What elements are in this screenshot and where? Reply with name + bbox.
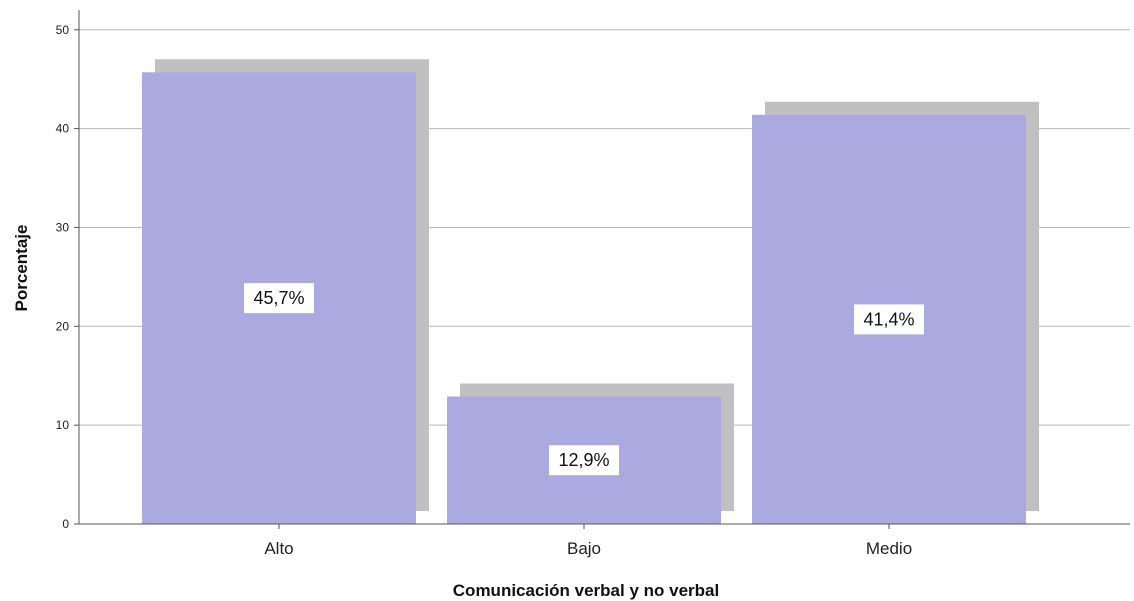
y-axis-title: Porcentaje xyxy=(12,225,31,312)
y-tick-label: 10 xyxy=(56,418,70,432)
x-axis-title: Comunicación verbal y no verbal xyxy=(453,581,719,600)
y-tick-label: 50 xyxy=(56,23,70,37)
x-category-label: Bajo xyxy=(567,539,601,558)
y-axis-ticks: 0 10 20 30 40 50 xyxy=(56,23,79,531)
y-tick-label: 0 xyxy=(62,517,69,531)
data-label: 41,4% xyxy=(863,309,914,329)
data-label-box xyxy=(854,304,924,335)
data-label-box xyxy=(549,445,619,476)
data-labels: 45,7% 12,9% 41,4% xyxy=(244,283,924,476)
y-tick-label: 40 xyxy=(56,122,70,136)
data-label-box xyxy=(244,283,314,314)
y-tick-label: 20 xyxy=(56,319,70,333)
x-axis-categories: Alto Bajo Medio xyxy=(264,524,912,558)
data-label: 45,7% xyxy=(253,288,304,308)
data-label: 12,9% xyxy=(558,450,609,470)
x-category-label: Alto xyxy=(264,539,293,558)
x-category-label: Medio xyxy=(866,539,912,558)
y-tick-label: 30 xyxy=(56,220,70,234)
